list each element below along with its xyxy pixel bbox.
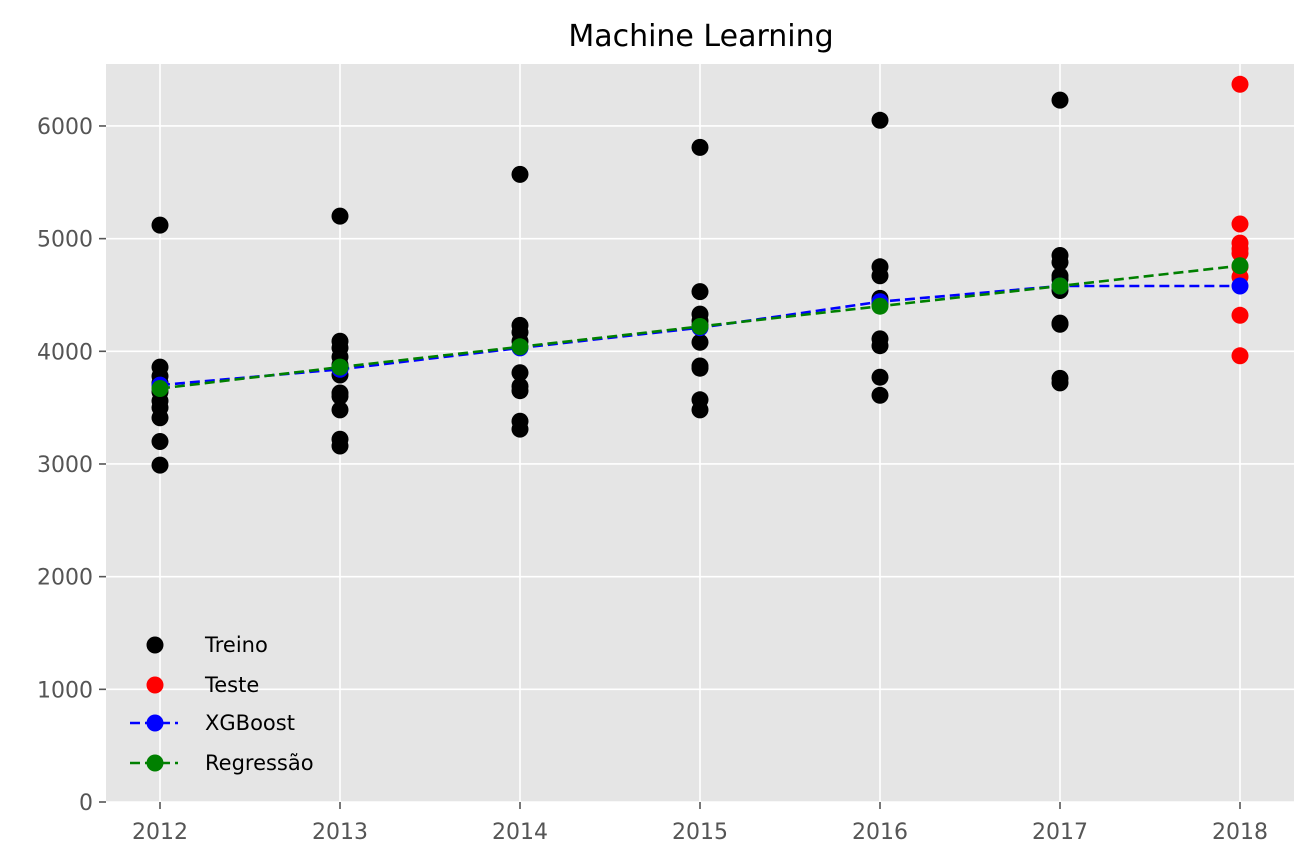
x-tick-label: 2013 [312,820,368,845]
treino-point [151,433,169,450]
y-tick-label: 1000 [37,678,93,703]
treino-point [331,437,349,455]
treino-point [331,207,349,225]
teste-point [1231,244,1249,262]
y-tick-label: 3000 [37,453,93,478]
teste-point [1231,215,1249,233]
regress-o-point [331,358,349,376]
legend: Treino Teste XGBoost Regressão [130,633,314,775]
treino-point [151,409,169,427]
treino-point [1051,315,1069,333]
teste-point [1231,347,1249,365]
axis-ticks: 2012 2013 2014 2015 2016 2017 2018 0 1000 2000 300… [37,115,1268,845]
treino-point [691,283,709,301]
regress-o-point [691,318,709,335]
data-points [151,75,1249,474]
treino-point [871,111,889,129]
legend-treino-marker [146,636,164,654]
regress-o-point [151,380,169,397]
treino-point [871,337,889,355]
treino-point [871,368,889,386]
x-tick-label: 2014 [492,820,548,845]
treino-point [331,387,349,405]
legend-regress-o-marker [146,754,164,772]
treino-point [511,364,529,382]
legend-xgboost-label: XGBoost [205,711,295,735]
chart-title: Machine Learning [568,19,833,54]
x-tick-label: 2015 [672,820,728,845]
teste-point [1231,75,1249,93]
legend-xgboost-marker [146,714,164,732]
y-tick-label: 4000 [37,340,93,365]
y-tick-label: 0 [79,791,93,816]
treino-point [151,216,169,234]
legend-regress-o-label: Regressão [205,751,314,775]
treino-point [511,165,529,183]
x-tick-label: 2018 [1212,820,1268,845]
x-tick-label: 2016 [852,820,908,845]
treino-point [511,420,529,438]
treino-point [871,267,889,285]
treino-point [871,386,889,404]
regress-o-point [1051,277,1069,295]
treino-point [511,382,529,400]
y-tick-label: 6000 [37,115,93,140]
treino-point [1051,253,1069,271]
treino-point [691,401,709,419]
treino-point [151,456,169,474]
treino-point [691,359,709,377]
legend-teste-marker [146,676,164,694]
regress-o-point [511,338,529,356]
legend-teste-label: Teste [204,673,259,697]
treino-point [1051,374,1069,392]
treino-point [691,138,709,156]
regress-o-point [1231,257,1249,275]
xgboost-point [1231,277,1249,295]
treino-point [691,333,709,351]
x-tick-label: 2012 [132,820,188,845]
y-tick-label: 2000 [37,566,93,591]
teste-point [1231,306,1249,324]
x-tick-label: 2017 [1032,820,1088,845]
regress-o-point [871,297,889,315]
y-tick-label: 5000 [37,228,93,253]
treino-point [331,401,349,419]
legend-treino-label: Treino [204,633,268,657]
treino-point [1051,91,1069,109]
